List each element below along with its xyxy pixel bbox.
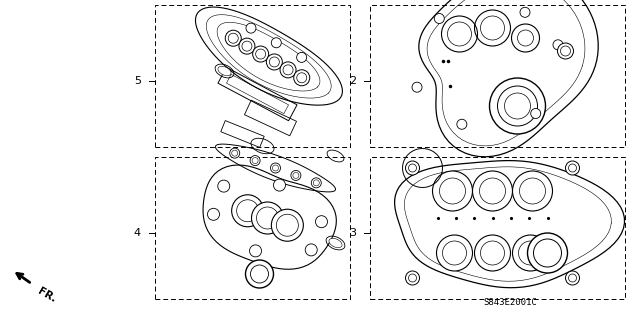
Circle shape [252, 202, 284, 234]
Ellipse shape [218, 66, 231, 76]
Circle shape [266, 54, 282, 70]
Circle shape [246, 260, 273, 288]
Circle shape [553, 40, 563, 50]
Circle shape [513, 171, 552, 211]
Circle shape [253, 46, 269, 62]
Circle shape [557, 43, 573, 59]
Circle shape [433, 171, 472, 211]
Circle shape [291, 170, 301, 181]
Circle shape [435, 13, 444, 24]
Text: 5: 5 [134, 76, 141, 86]
Circle shape [412, 82, 422, 92]
Circle shape [472, 171, 513, 211]
Text: 4: 4 [134, 228, 141, 238]
Circle shape [305, 244, 317, 256]
Circle shape [271, 209, 303, 241]
Circle shape [250, 245, 262, 257]
Circle shape [273, 179, 285, 191]
Circle shape [246, 23, 256, 33]
Text: 3: 3 [349, 228, 356, 238]
Circle shape [531, 108, 541, 118]
Circle shape [271, 163, 280, 173]
Circle shape [316, 216, 328, 228]
Circle shape [518, 30, 534, 46]
Circle shape [406, 271, 419, 285]
Text: S843E2001C: S843E2001C [483, 298, 537, 307]
Circle shape [311, 178, 321, 188]
Circle shape [250, 156, 260, 166]
Circle shape [218, 180, 230, 192]
Bar [155, 157, 350, 299]
Circle shape [566, 271, 579, 285]
Circle shape [527, 233, 568, 273]
Circle shape [280, 62, 296, 78]
Circle shape [406, 161, 419, 175]
Circle shape [225, 30, 241, 46]
Circle shape [436, 235, 472, 271]
Circle shape [490, 78, 545, 134]
Circle shape [232, 195, 264, 227]
Circle shape [294, 70, 310, 86]
Circle shape [457, 119, 467, 129]
Bar [155, 5, 350, 147]
Circle shape [207, 208, 220, 220]
Circle shape [447, 22, 472, 46]
Circle shape [296, 52, 307, 63]
Ellipse shape [329, 238, 342, 248]
Text: FR.: FR. [36, 286, 58, 304]
Bar [370, 157, 625, 299]
Text: 2: 2 [349, 76, 356, 86]
Circle shape [230, 148, 240, 158]
Circle shape [481, 16, 504, 40]
Circle shape [513, 235, 548, 271]
Circle shape [520, 7, 530, 17]
Circle shape [271, 38, 282, 48]
Bar [370, 5, 625, 147]
Circle shape [239, 38, 255, 54]
Circle shape [474, 235, 511, 271]
Circle shape [566, 161, 579, 175]
